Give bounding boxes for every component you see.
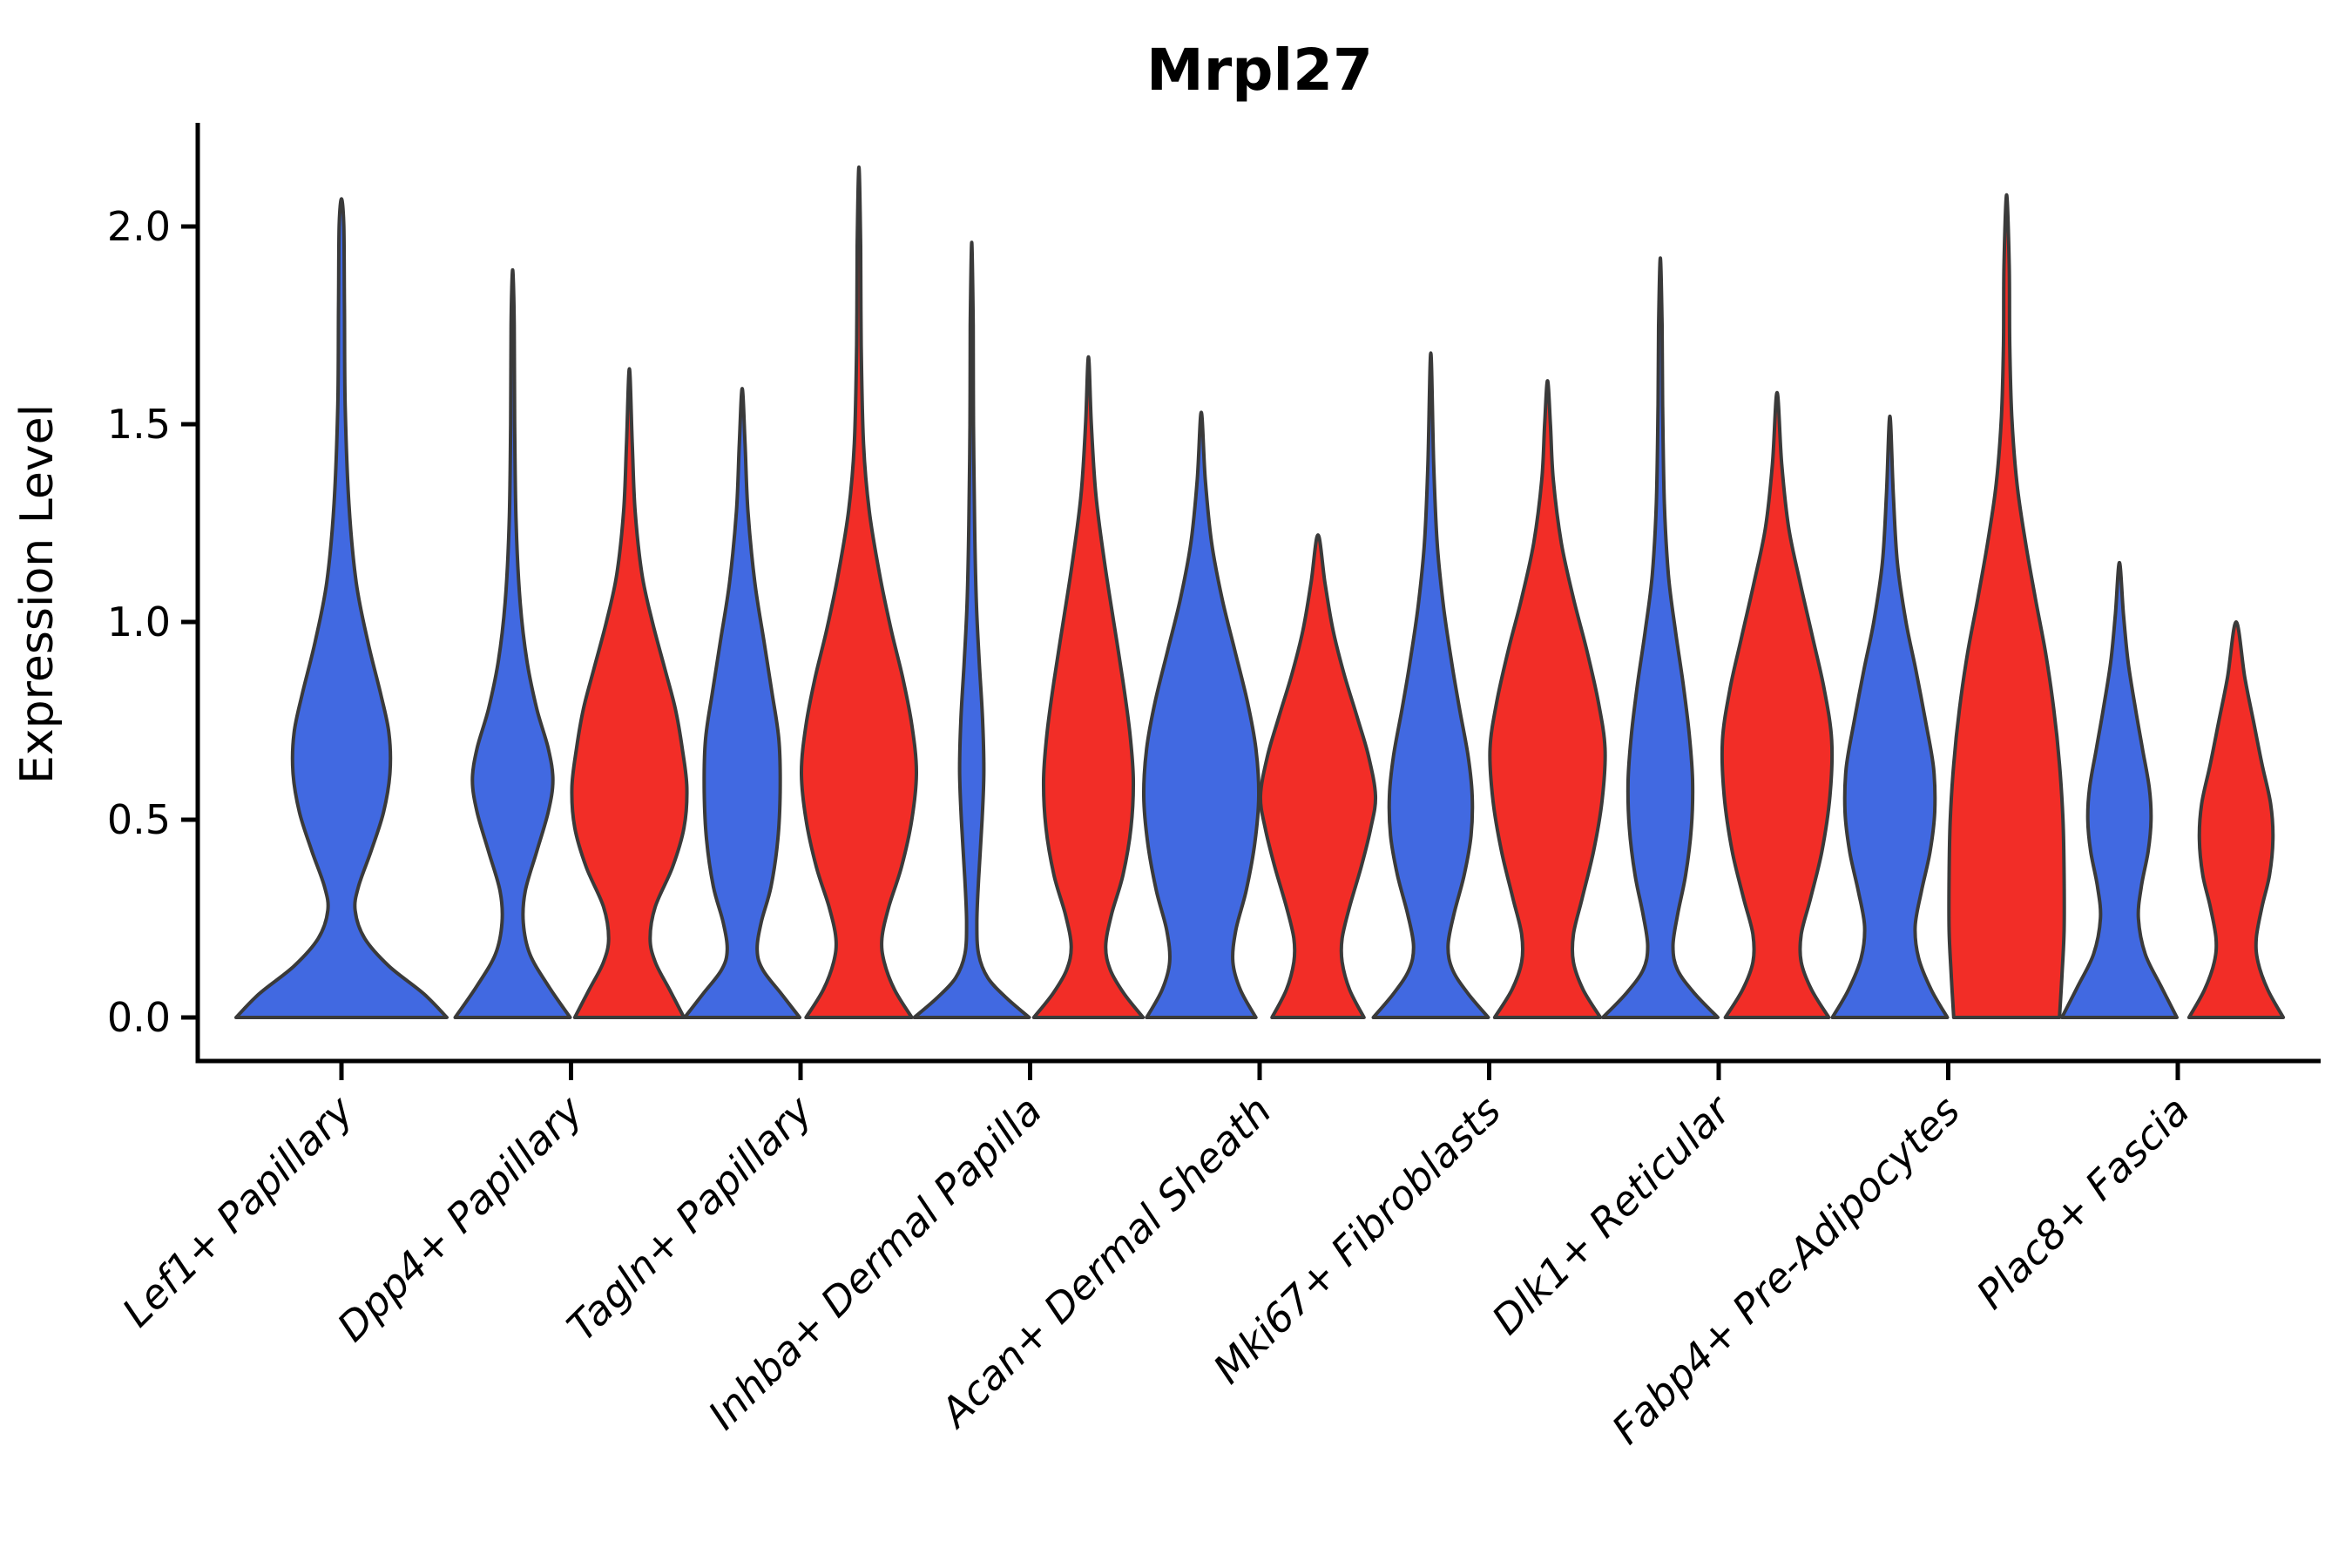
violin-group-red-8 [1947, 193, 2066, 1019]
y-tick-label: 0.5 [107, 796, 171, 843]
violin-group-red-3 [800, 165, 918, 1019]
violin-group-red-2 [570, 367, 689, 1019]
y-tick-label: 0.0 [107, 994, 171, 1041]
violin-group-blue-1 [234, 197, 449, 1019]
y-tick-label: 1.0 [107, 598, 171, 645]
violins-layer [234, 165, 2286, 1019]
axes-layer [181, 123, 2321, 1080]
violin-group-blue-8 [1830, 414, 1950, 1019]
x-tick-label: Dlk1+ Reticular [1483, 1085, 1741, 1343]
violin-group-red-7 [1720, 390, 1835, 1019]
x-tick-label: Plac8+ Fascia [1967, 1087, 2198, 1318]
x-tick-label: Lef1+ Papillary [113, 1086, 362, 1335]
violin-group-blue-4 [912, 240, 1031, 1019]
y-tick-label: 1.5 [107, 401, 171, 448]
violin-group-blue-5 [1141, 410, 1261, 1019]
y-axis-label: Expression Level [11, 404, 64, 784]
violin-group-red-4 [1031, 355, 1146, 1019]
x-tick-label: Tagln+ Papillary [558, 1086, 821, 1350]
violin-group-blue-6 [1371, 351, 1490, 1019]
violin-group-blue-9 [2060, 560, 2179, 1019]
x-tick-label: Dpp4+ Papillary [328, 1086, 592, 1350]
violin-group-blue-3 [683, 387, 801, 1019]
violin-group-red-9 [2186, 620, 2286, 1019]
violin-group-blue-7 [1601, 256, 1720, 1019]
y-tick-label: 2.0 [107, 203, 171, 250]
violin-group-blue-2 [453, 267, 572, 1019]
violin-group-red-5 [1258, 533, 1378, 1019]
chart-title: Mrpl27 [1146, 37, 1373, 104]
violin-group-red-6 [1488, 379, 1607, 1019]
